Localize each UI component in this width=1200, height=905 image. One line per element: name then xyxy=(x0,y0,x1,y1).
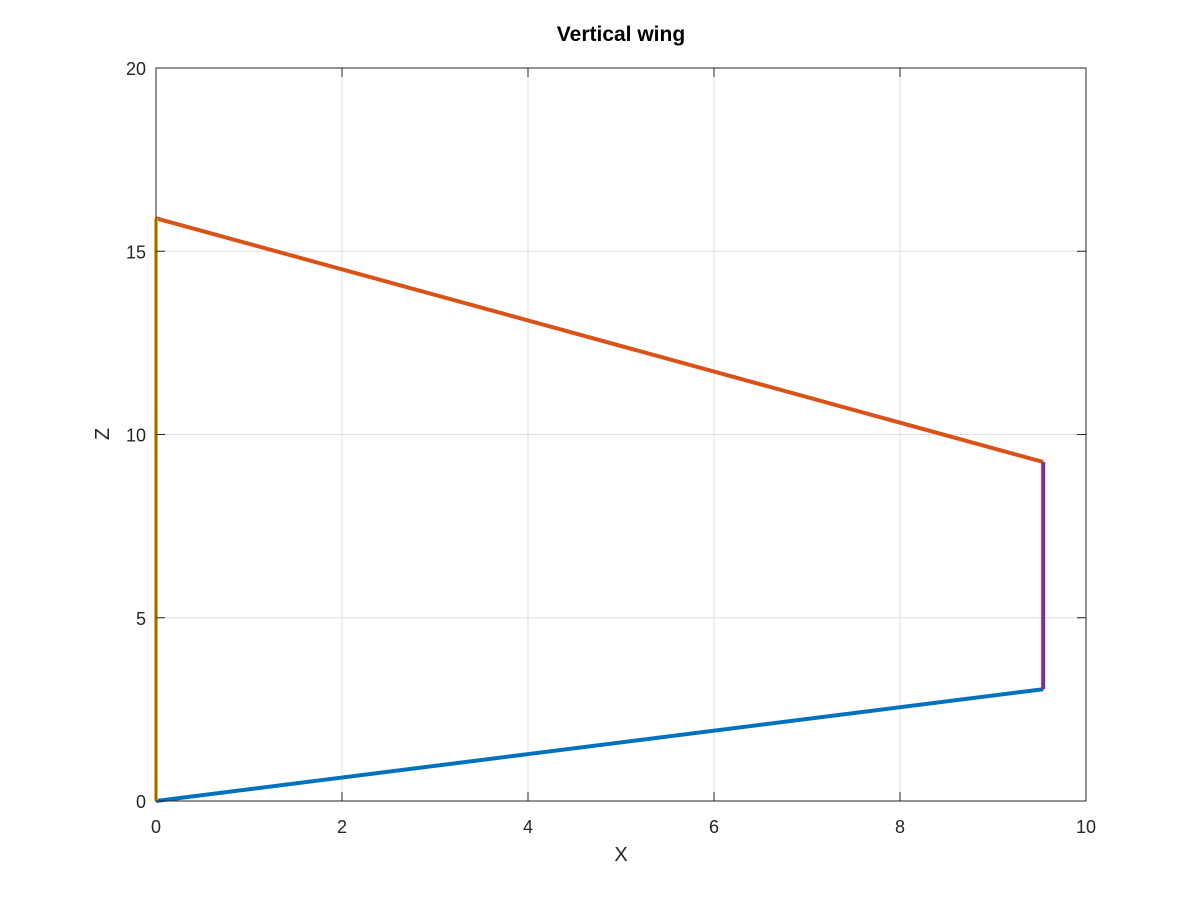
x-tick-label: 8 xyxy=(895,817,905,837)
y-tick-label: 0 xyxy=(136,792,146,812)
series-line-2 xyxy=(155,216,1044,464)
y-tick-label: 10 xyxy=(126,426,146,446)
x-tick-label: 6 xyxy=(709,817,719,837)
series-line-1 xyxy=(155,687,1044,803)
ticks: 0 2 4 6 8 10 0 5 10 15 20 xyxy=(126,59,1096,837)
x-tick-label: 2 xyxy=(337,817,347,837)
y-tick-label: 5 xyxy=(136,609,146,629)
x-axis-label: X xyxy=(614,844,627,866)
grid xyxy=(156,68,1086,801)
x-tick-label: 10 xyxy=(1076,817,1096,837)
x-tick-label: 0 xyxy=(151,817,161,837)
y-tick-label: 20 xyxy=(126,59,146,79)
chart-title: Vertical wing xyxy=(557,23,685,46)
y-tick-label: 15 xyxy=(126,242,146,262)
y-axis-label: Z xyxy=(92,428,114,440)
x-tick-label: 4 xyxy=(523,817,533,837)
